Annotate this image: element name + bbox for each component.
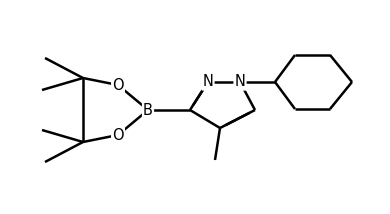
Text: O: O [112, 77, 124, 92]
Text: N: N [202, 74, 213, 89]
Text: N: N [234, 74, 245, 89]
Text: O: O [112, 128, 124, 143]
Text: B: B [143, 103, 153, 117]
